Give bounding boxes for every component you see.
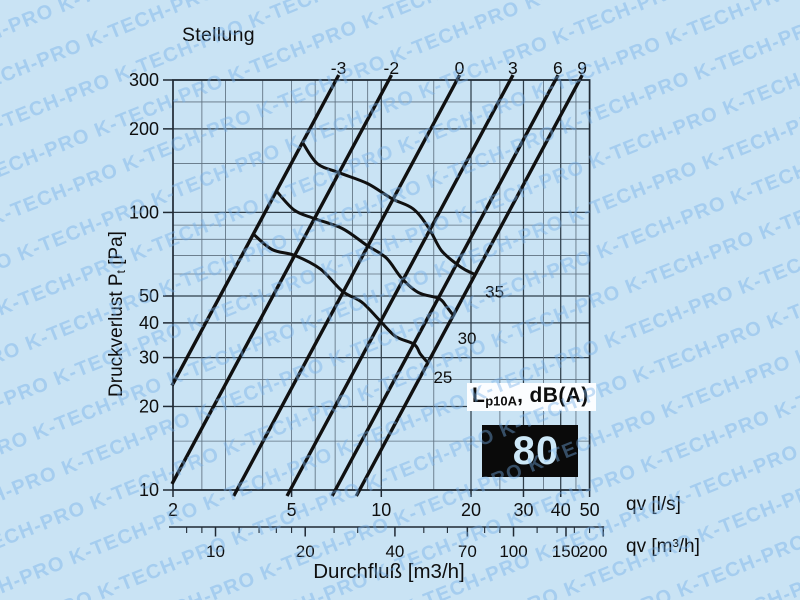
- x-axis-unit-m3h: qv [m³/h]: [626, 536, 700, 557]
- y-tick-label: 40: [139, 313, 159, 333]
- m3h-tick-label: 100: [499, 542, 527, 561]
- stellung-line-0: [232, 74, 462, 497]
- db-curve-label: 30: [458, 329, 477, 348]
- y-tick-label: 300: [129, 70, 159, 90]
- stellung-line-label: 9: [577, 58, 587, 78]
- ls-tick-label: 30: [513, 500, 533, 520]
- m3h-tick-label: 150: [552, 542, 580, 561]
- m3h-tick-label: 20: [296, 542, 315, 561]
- noise-level-label-main: L: [472, 384, 486, 407]
- db-curve-30: [274, 189, 454, 316]
- y-axis-title-unit: [Pa]: [105, 231, 127, 271]
- stellung-line-label: 0: [455, 58, 465, 78]
- y-tick-label: 50: [139, 286, 159, 306]
- stellung-line-label: 6: [553, 58, 563, 78]
- m3h-tick-label: 70: [458, 542, 477, 561]
- stellung-line--3: [170, 74, 341, 387]
- noise-level-label-sub: p10A: [485, 393, 518, 409]
- ls-tick-label: 20: [461, 500, 481, 520]
- noise-level-value-box: 80: [482, 425, 578, 477]
- y-tick-label: 30: [139, 348, 159, 368]
- m3h-tick-label: 10: [206, 542, 225, 561]
- y-axis-title: Druckverlust Pt [Pa]: [106, 231, 128, 397]
- stellung-line-3: [285, 74, 515, 497]
- stellung-line-9: [354, 74, 584, 497]
- y-axis-title-main: Druckverlust P: [105, 273, 127, 397]
- ls-tick-label: 5: [287, 500, 297, 520]
- noise-level-label-rest: , dB(A): [517, 384, 589, 407]
- noise-level-label: Lp10A, dB(A): [467, 383, 596, 411]
- x-axis-title: Durchfluß [m3/h]: [313, 560, 465, 583]
- y-tick-label: 100: [129, 202, 159, 222]
- stellung-line-label: -3: [331, 58, 347, 78]
- stellung-line-label: -2: [384, 58, 400, 78]
- noise-level-value: 80: [512, 429, 560, 473]
- y-tick-label: 20: [139, 396, 159, 416]
- y-axis-title-sub: t: [115, 270, 129, 274]
- stellung-line-label: 3: [508, 58, 518, 78]
- ls-tick-label: 40: [551, 500, 571, 520]
- x-axis-unit-ls: qv [l/s]: [626, 494, 681, 515]
- stellung-line--2: [170, 74, 394, 485]
- stellung-line-6: [330, 74, 560, 497]
- ls-tick-label: 50: [580, 500, 600, 520]
- db-curve-label: 25: [433, 368, 452, 387]
- ls-tick-label: 10: [371, 500, 391, 520]
- m3h-tick-label: 40: [385, 542, 404, 561]
- m3h-tick-label: 200: [579, 542, 607, 561]
- db-curve-label: 35: [485, 283, 504, 302]
- db-curve-35: [300, 140, 475, 276]
- y-tick-label: 10: [139, 480, 159, 500]
- ls-tick-label: 2: [168, 500, 178, 520]
- y-tick-label: 200: [129, 119, 159, 139]
- chart-title: Stellung: [182, 24, 255, 46]
- db-curve-25: [251, 232, 428, 363]
